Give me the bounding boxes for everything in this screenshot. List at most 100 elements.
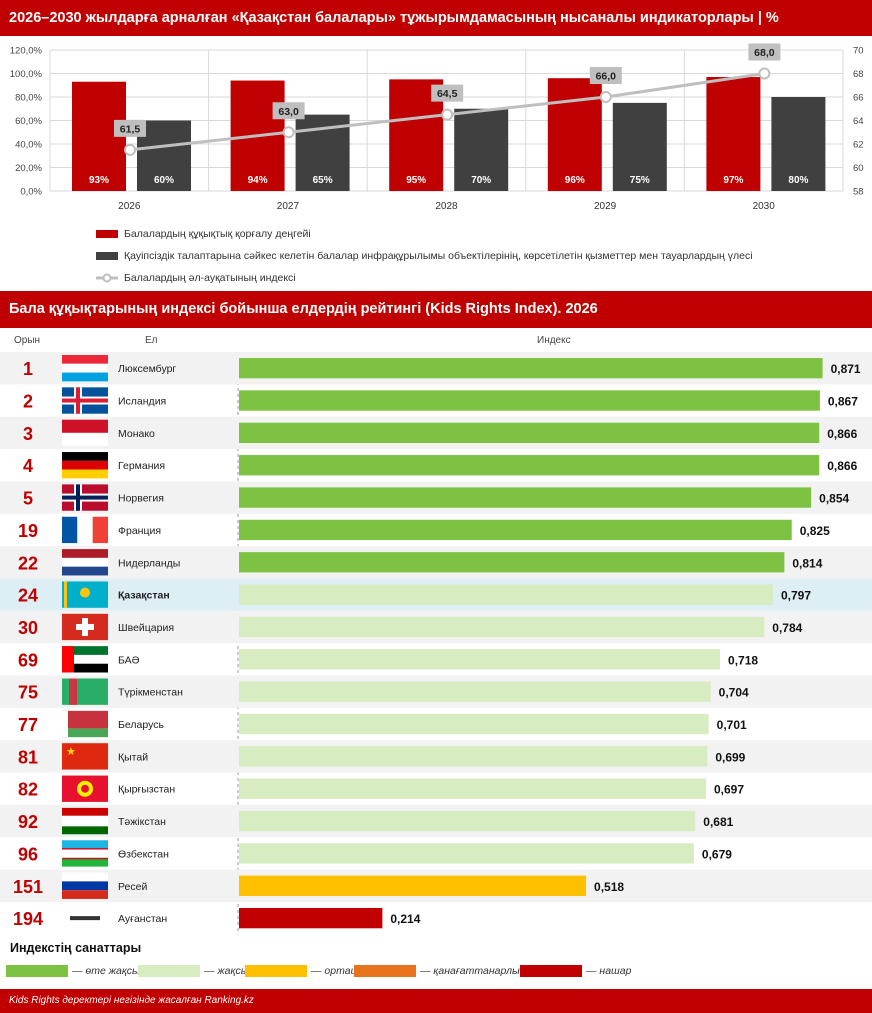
rank-number: 2 — [23, 392, 33, 412]
line-label: 63,0 — [278, 106, 299, 118]
x-tick-label: 2027 — [277, 201, 300, 212]
line-label-box — [114, 119, 146, 137]
y-tick-label: 80,0% — [15, 93, 42, 104]
index-bar — [239, 552, 785, 573]
line-label: 64,5 — [437, 88, 458, 100]
rank-number: 1 — [23, 359, 33, 379]
category-swatch — [245, 965, 307, 978]
line-label: 68,0 — [754, 47, 775, 59]
germany-flag — [62, 452, 108, 479]
category-swatch — [138, 965, 200, 978]
index-bar — [239, 746, 708, 767]
kazakhstan-flag — [62, 581, 108, 608]
ranking-row: 151 Ресей 0,518 — [0, 869, 872, 902]
index-value: 0,518 — [594, 880, 624, 894]
rank-number: 81 — [18, 747, 38, 767]
index-value: 0,814 — [792, 556, 822, 570]
ranking-row: 69 БАӘ 0,718 — [18, 646, 758, 673]
index-value: 0,681 — [703, 815, 733, 829]
legend-label: Балалардың құқықтық қорғалу деңгейі — [124, 228, 311, 240]
flag-part — [62, 857, 108, 867]
bar-label: 94% — [248, 175, 268, 186]
country-name: Өзбекстан — [118, 848, 169, 860]
index-value: 0,797 — [781, 589, 811, 603]
index-bar — [239, 358, 823, 379]
category-swatch — [354, 965, 416, 978]
country-name: Франция — [118, 525, 161, 537]
flag-part — [62, 363, 108, 373]
flag-part — [62, 646, 108, 655]
category-label: — нашар — [586, 965, 632, 977]
country-name: Исландия — [118, 396, 166, 408]
index-bar — [239, 422, 820, 444]
index-value: 0,699 — [715, 750, 745, 764]
country-name: Қырғызстан — [118, 784, 175, 796]
tajikistan-flag — [62, 807, 108, 835]
flag-part — [62, 372, 108, 382]
flag-part — [62, 857, 108, 860]
turkmenistan-flag — [62, 678, 108, 705]
flag-part — [62, 460, 108, 470]
flag-part — [62, 355, 108, 364]
rank-number: 19 — [18, 521, 38, 541]
rank-number: 69 — [18, 650, 38, 670]
column-header-index: Индекс — [537, 335, 571, 346]
index-value: 0,784 — [772, 621, 802, 635]
category-label: — жақсы — [204, 965, 249, 977]
rank-number: 151 — [13, 877, 43, 897]
uzbekistan-flag — [62, 840, 108, 867]
index-value: 0,214 — [390, 912, 420, 926]
ranking-row: 4 Германия 0,866 — [23, 452, 858, 479]
index-bar — [239, 649, 721, 670]
rank-number: 3 — [23, 424, 33, 444]
legend-item-legal-protection: Балалардың құқықтық қорғалу деңгейі — [96, 228, 311, 240]
ranking-title: Бала құқықтарының индексі бойынша елдерд… — [0, 291, 872, 328]
index-value: 0,825 — [800, 524, 830, 538]
flag-part — [62, 495, 108, 500]
country-name: Беларусь — [118, 719, 164, 731]
country-name: Ауғанстан — [118, 913, 167, 925]
index-bar — [239, 713, 709, 735]
ranking-row: 92 Тәжікстан 0,681 — [0, 804, 872, 838]
country-name: Норвегия — [118, 493, 164, 505]
line-point — [282, 126, 295, 139]
flag-star: ★ — [66, 746, 76, 758]
country-name: Германия — [118, 460, 165, 472]
country-name: Нидерланды — [118, 557, 180, 569]
y2-tick-label: 68 — [853, 69, 864, 80]
kyrgyzstan-flag — [62, 775, 108, 802]
legend-swatch-red — [96, 230, 118, 239]
country-name: Ресей — [118, 881, 147, 893]
ranking-row: 24 Қазақстан 0,797 — [0, 578, 872, 611]
category-good: — жақсы — [138, 965, 249, 978]
index-value: 0,854 — [819, 492, 849, 506]
bar-label: 80% — [788, 175, 808, 186]
line-point — [599, 91, 612, 103]
ranking-row: 30 Швейцария 0,784 — [0, 610, 872, 644]
category-label: — орташа — [311, 965, 366, 977]
line-point — [441, 108, 454, 121]
ranking-row: 1 Люксембург 0,871 — [0, 352, 872, 385]
uae-flag — [62, 646, 108, 673]
flag-part — [62, 807, 108, 816]
flag-part — [62, 663, 108, 673]
flag-part — [62, 678, 108, 705]
index-value: 0,704 — [719, 686, 749, 700]
index-bar — [239, 455, 820, 476]
rank-number: 22 — [18, 553, 38, 573]
y-tick-label: 60,0% — [15, 116, 42, 127]
ranking-row: 19 Франция 0,825 — [18, 516, 830, 544]
ranking-row: 22 Нидерланды 0,814 — [0, 546, 872, 579]
bar-label: 65% — [313, 175, 333, 186]
category-label: — қанағаттанарлық — [420, 965, 525, 977]
categories-title: Индекстің санаттары — [10, 941, 142, 955]
legend-label: Балалардың әл-ауқатының индексі — [124, 272, 296, 284]
y2-tick-label: 60 — [853, 163, 864, 174]
country-name: Түрікменстан — [118, 687, 183, 699]
y2-tick-label: 64 — [853, 116, 864, 127]
flag-part — [62, 815, 108, 827]
index-bar — [239, 519, 792, 541]
line-label: 61,5 — [120, 123, 141, 135]
ranking-row: 194 Ауғанстан 0,214 — [13, 904, 421, 932]
flag-part — [62, 849, 108, 858]
